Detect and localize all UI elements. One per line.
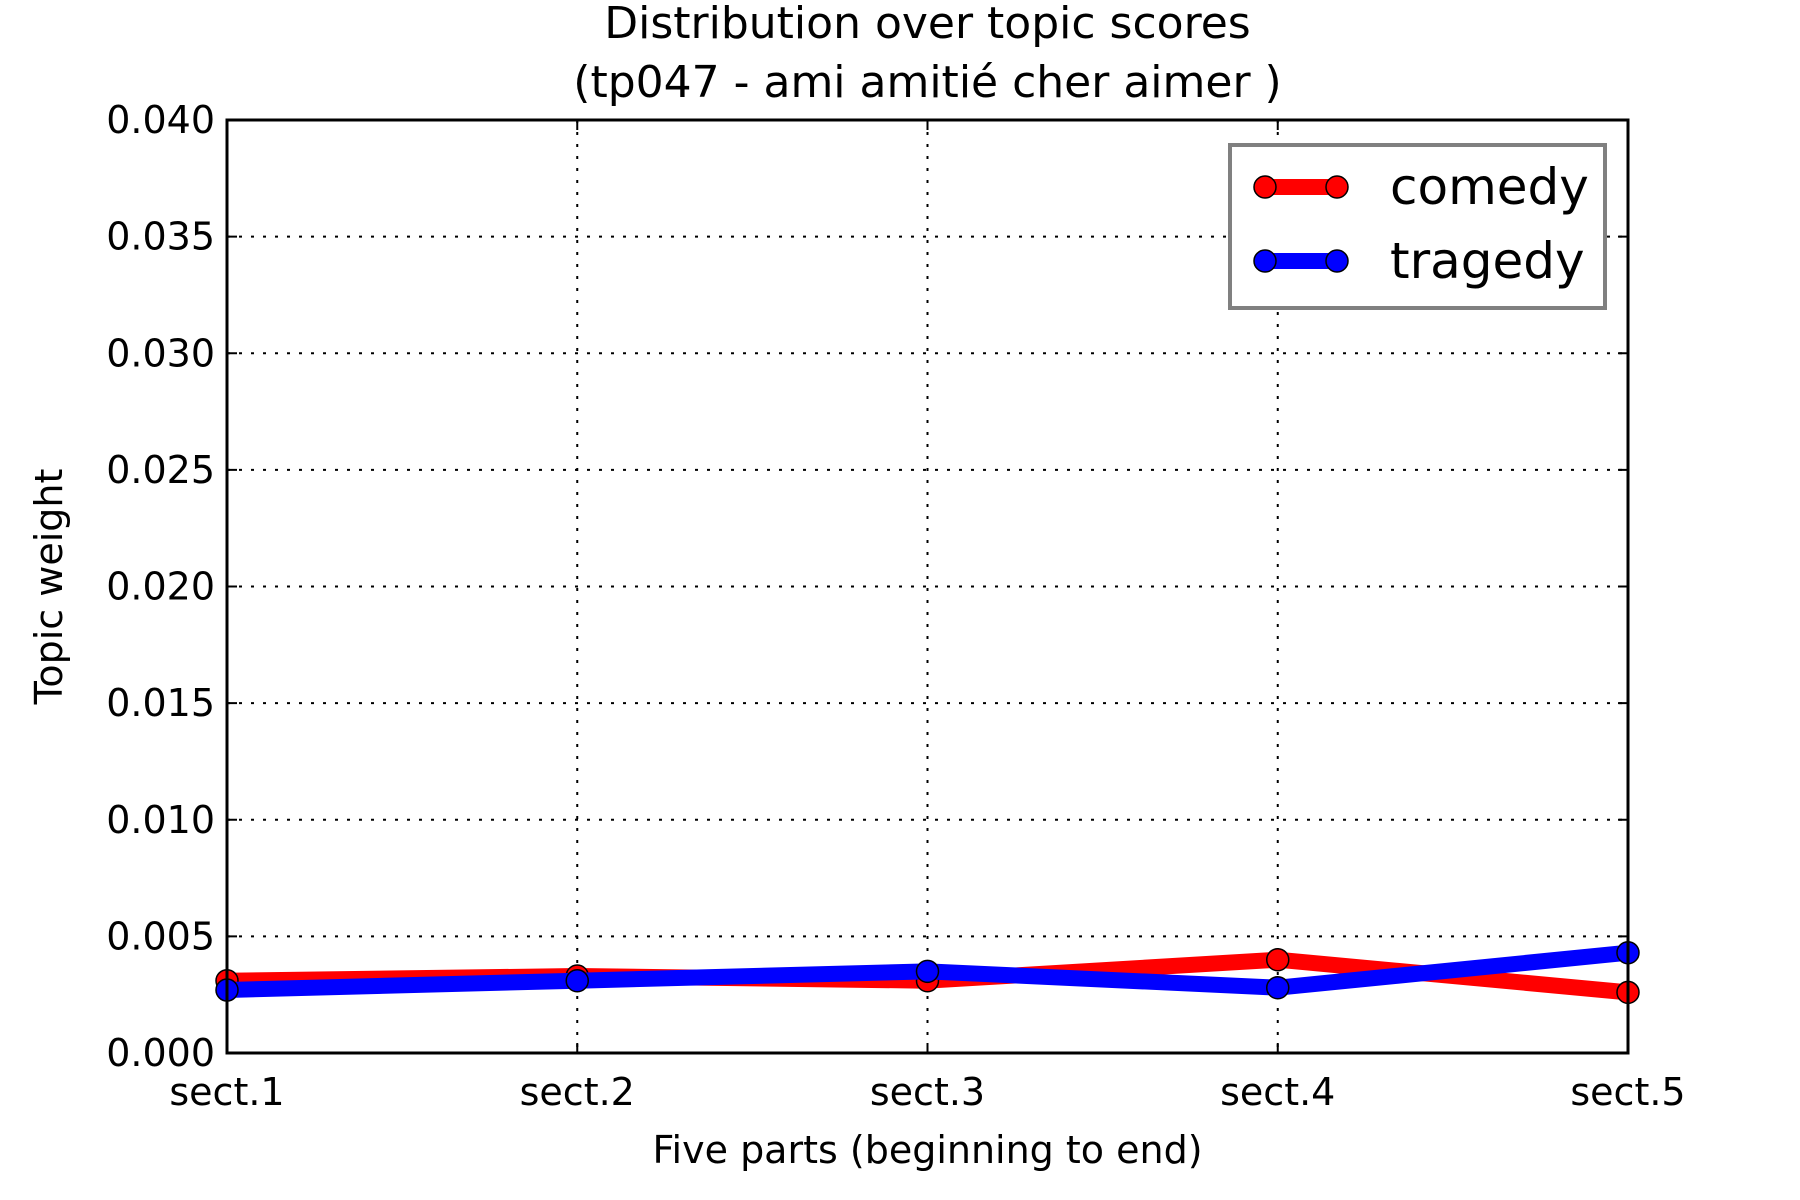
x-tick-label: sect.2 — [520, 1070, 635, 1114]
x-tick-label: sect.4 — [1220, 1070, 1335, 1114]
y-tick-label: 0.035 — [106, 215, 215, 259]
y-axis-label: Topic weight — [27, 469, 71, 706]
legend-item-tragedy: tragedy — [1253, 232, 1585, 290]
y-tick-label: 0.040 — [106, 98, 215, 142]
y-tick-label: 0.005 — [106, 914, 215, 958]
data-point — [915, 959, 940, 984]
data-point — [1266, 947, 1290, 972]
y-tick-label: 0.020 — [106, 565, 215, 609]
x-axis-label: Five parts (beginning to end) — [652, 1128, 1202, 1172]
legend-label: comedy — [1390, 158, 1589, 216]
y-tick-label: 0.000 — [106, 1031, 215, 1075]
legend-box — [1228, 143, 1607, 310]
legend: comedy tragedy — [1228, 143, 1607, 310]
y-tick-label: 0.025 — [106, 448, 215, 492]
y-tick-label: 0.010 — [106, 798, 215, 842]
x-tick-label: sect.1 — [169, 1070, 284, 1114]
tick-layer: 0.000 0.005 0.010 0.015 0.020 0.025 0.030 0.035… — [106, 98, 1685, 1114]
legend-marker — [1325, 249, 1349, 273]
y-tick-label: 0.015 — [106, 681, 215, 725]
chart-title-line-2: (tp047 - ami amitié cher aimer ) — [573, 57, 1281, 108]
y-tick-label: 0.030 — [106, 331, 215, 375]
legend-marker — [1325, 175, 1349, 199]
chart-title-line-1: Distribution over topic scores — [604, 0, 1250, 49]
legend-marker — [1253, 175, 1277, 199]
legend-label: tragedy — [1390, 232, 1585, 290]
series-tragedy — [215, 940, 1640, 1002]
x-tick-label: sect.5 — [1570, 1070, 1685, 1114]
legend-marker — [1253, 249, 1277, 273]
x-tick-label: sect.3 — [870, 1070, 985, 1114]
series-layer — [215, 940, 1640, 1005]
data-point — [565, 968, 589, 993]
data-point — [1266, 975, 1290, 1000]
legend-item-comedy: comedy — [1253, 158, 1589, 216]
